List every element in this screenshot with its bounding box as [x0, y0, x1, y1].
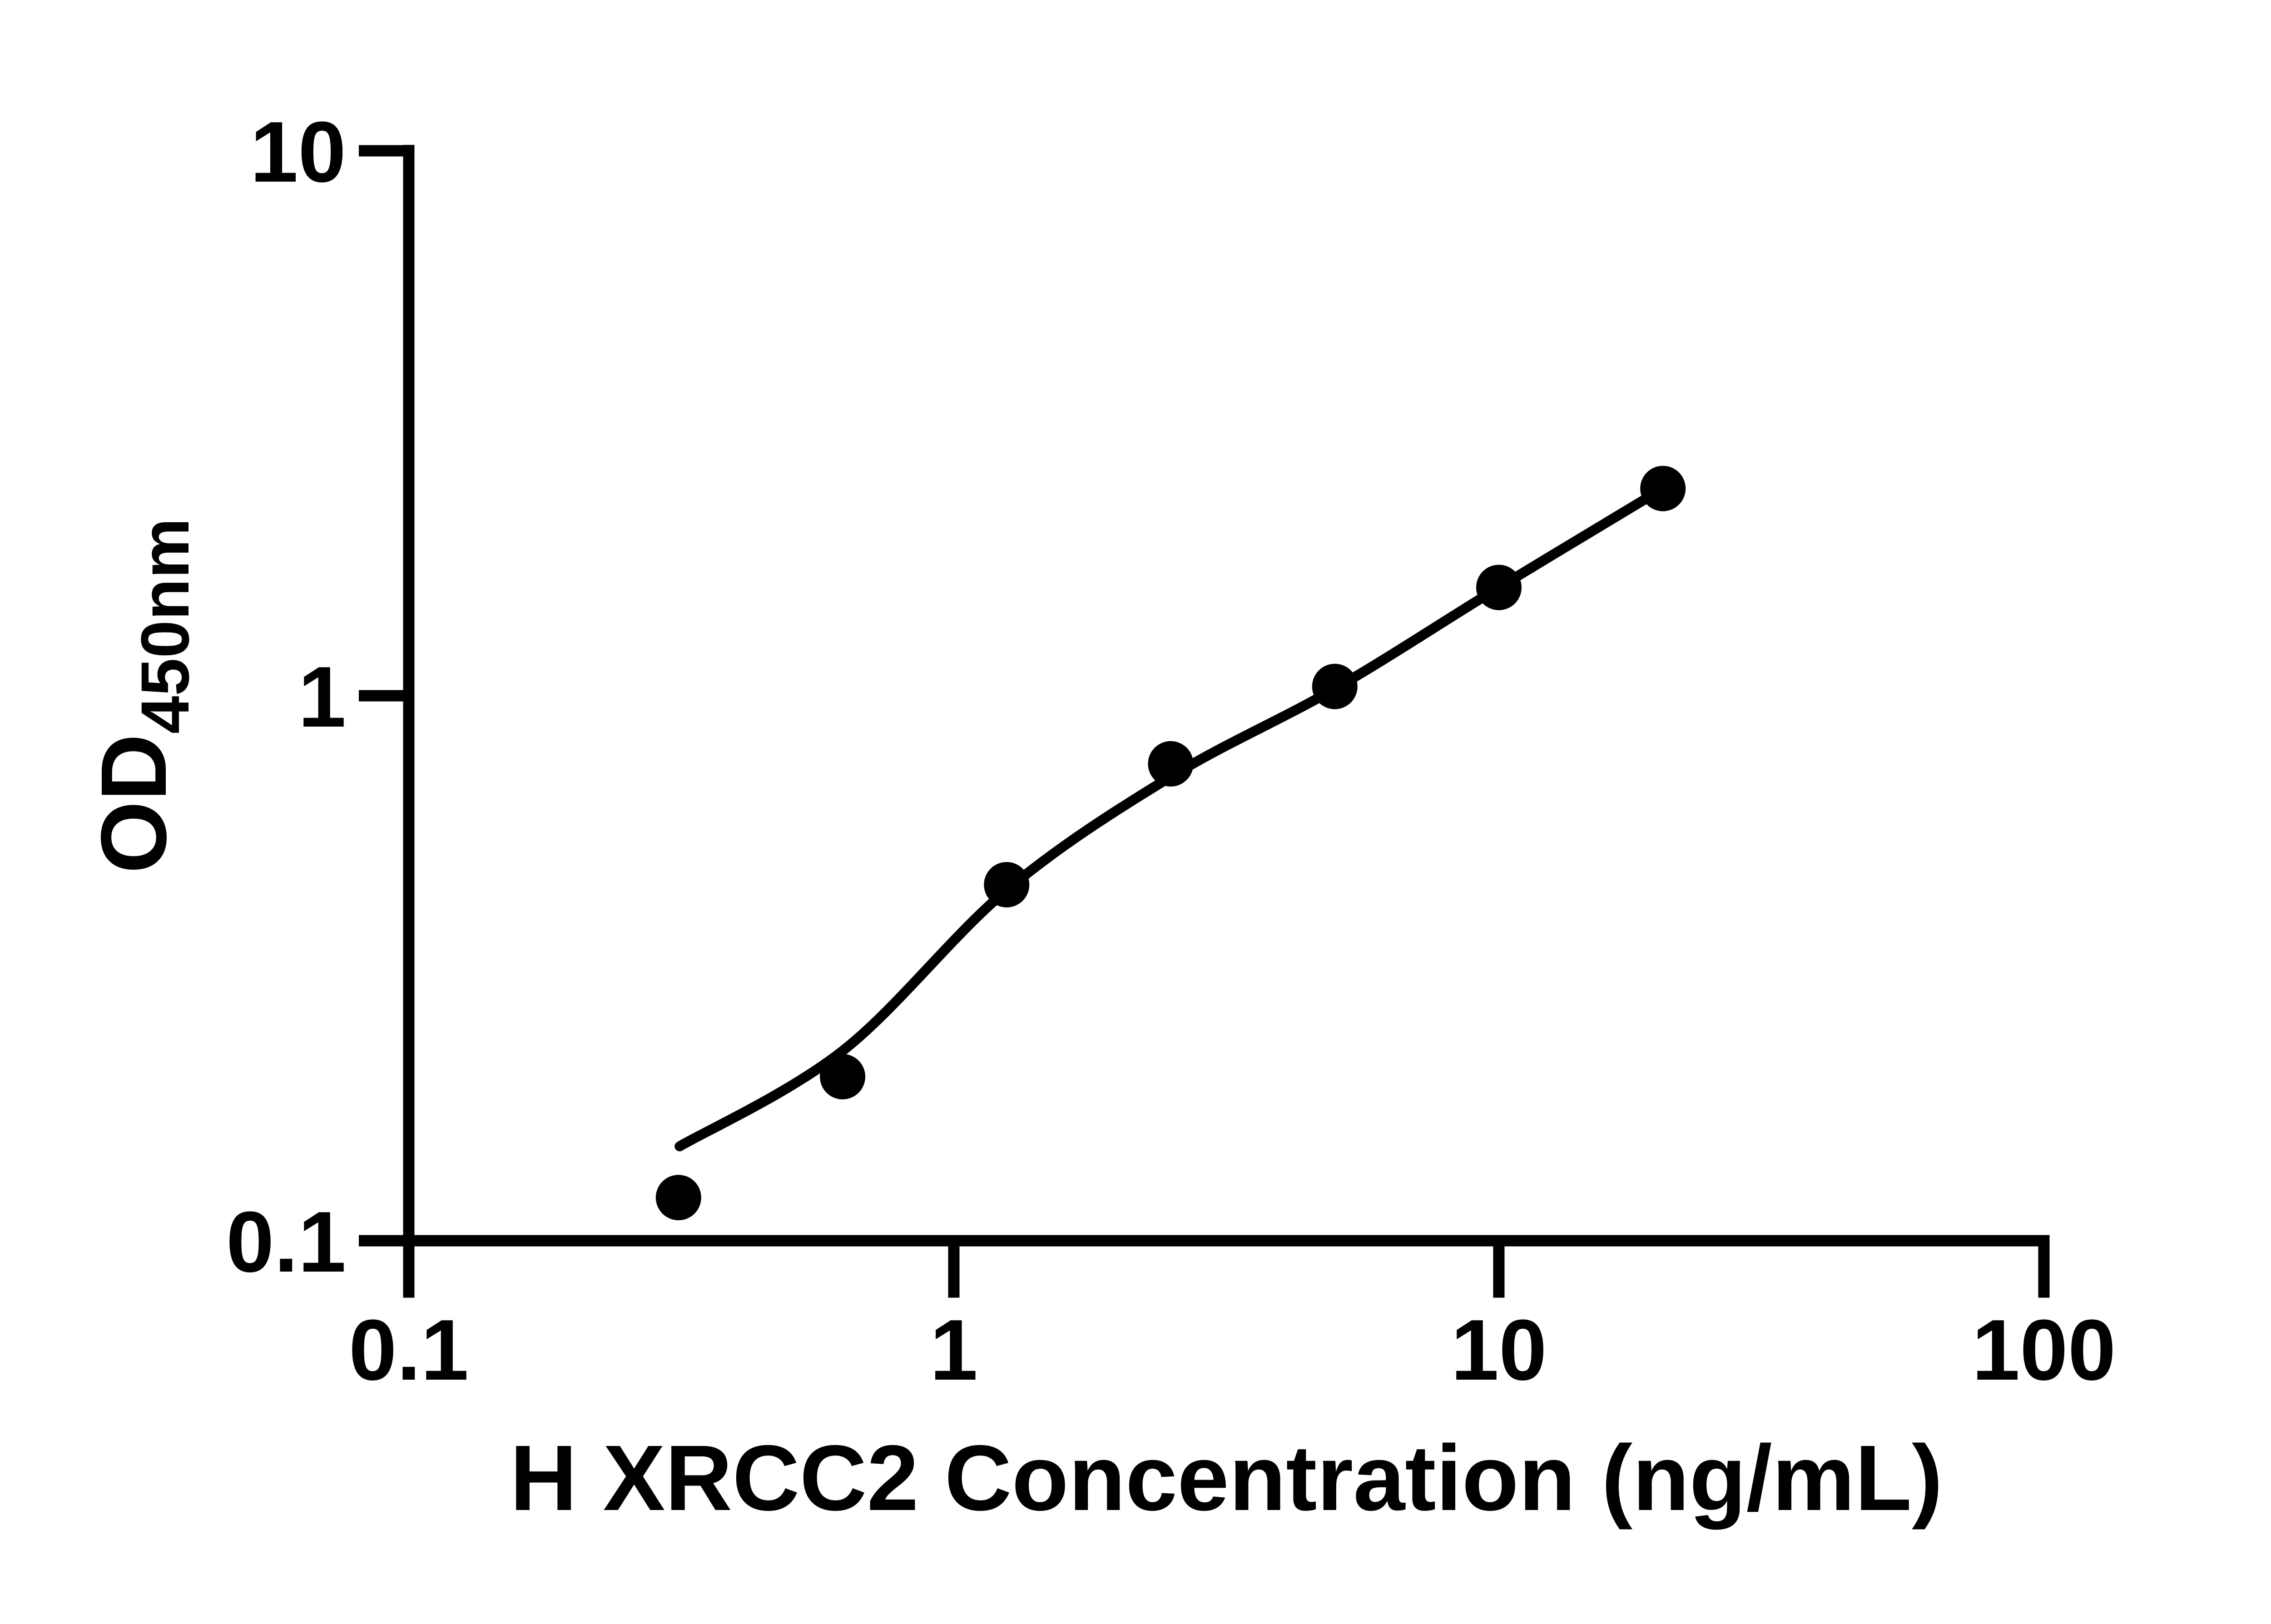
data-points-layer	[655, 465, 1686, 1220]
x-tick-label: 1	[930, 1302, 978, 1398]
data-point	[1640, 465, 1686, 511]
data-point	[1476, 564, 1522, 610]
y-tick-label: 0.1	[226, 1194, 346, 1290]
x-tick-label: 100	[1972, 1302, 2116, 1398]
data-point	[1148, 741, 1194, 787]
x-tick-label: 0.1	[349, 1302, 469, 1398]
axes	[403, 145, 2050, 1247]
y-axis-title: OD450nm	[82, 518, 203, 874]
y-tick-label: 1	[298, 649, 346, 745]
data-point	[984, 862, 1030, 908]
x-axis-title: H XRCC2 Concentration (ng/mL)	[510, 1426, 1943, 1530]
tick-labels: 0.1 1 10 0.1 1 10 100	[226, 104, 2116, 1398]
y-axis-title-subscript: 450nm	[127, 518, 203, 734]
data-point	[1312, 663, 1358, 709]
tick-marks	[359, 145, 2050, 1298]
y-axis-title-main: OD	[82, 734, 186, 874]
y-tick-label: 10	[250, 104, 346, 200]
data-point	[820, 1054, 866, 1099]
x-tick-label: 10	[1451, 1302, 1547, 1398]
data-point	[655, 1175, 701, 1220]
